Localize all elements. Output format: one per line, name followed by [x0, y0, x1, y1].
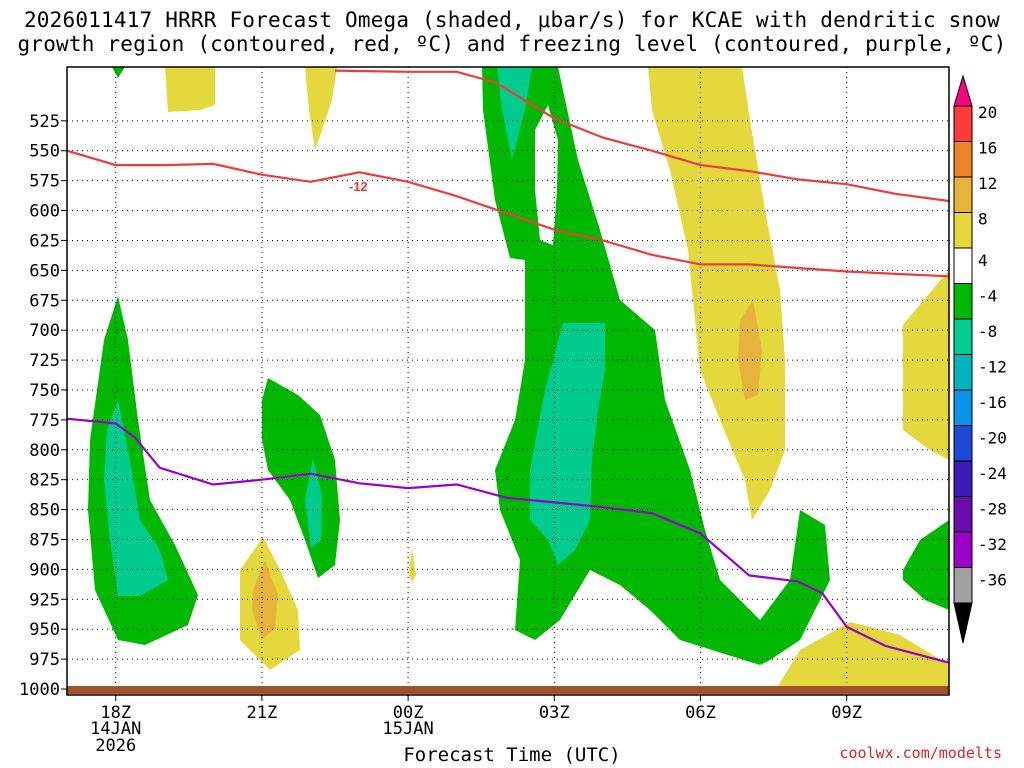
x-tick-label: 03Z — [539, 703, 570, 723]
plot-frame — [66, 66, 950, 696]
y-tick-label: 625 — [29, 231, 60, 251]
colorbar-swatch — [953, 354, 973, 391]
chart-title: 2026011417 HRRR Forecast Omega (shaded, … — [0, 8, 1024, 56]
omega-region-green-right — [903, 520, 949, 610]
colorbar-label: 12 — [978, 174, 997, 193]
colorbar-label: 8 — [978, 210, 988, 229]
colorbar-swatch — [953, 389, 973, 426]
colorbar-swatch — [953, 105, 973, 142]
colorbar-label: 20 — [978, 103, 997, 122]
colorbar-swatch — [953, 567, 973, 604]
colorbar-swatch — [953, 531, 973, 568]
freezing-level-contour — [67, 417, 949, 664]
colorbar-label: -8 — [978, 322, 997, 341]
dendritic-top-contour — [67, 149, 949, 278]
colorbar-label: -20 — [978, 429, 1007, 448]
colorbar-label: 4 — [978, 251, 988, 270]
colorbar-label: -32 — [978, 535, 1007, 554]
x-tick-year: 2026 — [95, 736, 136, 756]
x-tick-date: 14JAN — [90, 719, 141, 739]
x-tick-label: 06Z — [685, 703, 716, 723]
y-tick-label: 900 — [29, 560, 60, 580]
colorbar-label: -12 — [978, 358, 1007, 377]
contour-layer — [67, 69, 949, 664]
y-tick-label: 675 — [29, 291, 60, 311]
y-tick-label: 725 — [29, 351, 60, 371]
colorbar-swatch — [953, 425, 973, 462]
x-axis-label: Forecast Time (UTC) — [403, 744, 621, 766]
y-tick-label: 975 — [29, 650, 60, 670]
dendritic-bottom-contour — [334, 69, 949, 203]
omega-region-teal-top — [497, 67, 532, 160]
colorbar-label: -16 — [978, 393, 1007, 412]
title-line-1: 2026011417 HRRR Forecast Omega (shaded, … — [23, 8, 1001, 32]
x-tick-date: 15JAN — [383, 719, 434, 739]
colorbar-bottom-arrow — [953, 602, 973, 644]
colorbar-label: -36 — [978, 571, 1007, 590]
omega-shading-layer — [88, 67, 949, 690]
omega-region-yellow-right — [903, 270, 949, 460]
y-tick-label: 950 — [29, 620, 60, 640]
colorbar-label: -4 — [978, 287, 997, 306]
colorbar-top-arrow — [953, 74, 973, 107]
y-tick-label: 575 — [29, 172, 60, 192]
omega-region-yellow-bottom-right — [778, 622, 949, 690]
y-tick-label: 525 — [29, 112, 60, 132]
omega-region-orange — [738, 300, 762, 400]
colorbar-swatch — [953, 460, 973, 497]
colorbar-swatch — [953, 283, 973, 320]
x-tick-label: 21Z — [247, 703, 278, 723]
y-tick-label: 1000 — [19, 680, 60, 700]
x-tick-label: 09Z — [831, 703, 862, 723]
omega-region-teal-22z — [305, 458, 322, 548]
omega-region-teal-west — [104, 400, 168, 596]
colorbar-swatch — [953, 212, 973, 249]
credit-text: coolwx.com/modelts — [839, 744, 1002, 762]
omega-region-yellow-top-mid — [305, 67, 337, 150]
omega-region-yellow-00z — [409, 548, 416, 582]
y-tick-label: 650 — [29, 261, 60, 281]
y-tick-label: 700 — [29, 321, 60, 341]
y-tick-label: 600 — [29, 202, 60, 222]
y-tick-label: 825 — [29, 471, 60, 491]
colorbar: 20 16 12 8 4 -4 -8 -12 -16 -20 -24 -28 -32 -36 — [953, 74, 1007, 644]
y-tick-label: 875 — [29, 530, 60, 550]
colorbar-swatch — [953, 247, 973, 284]
y-axis: 525 550 575 600 625 650 675 700 725 750 775 800 825 8… — [19, 112, 67, 700]
colorbar-swatch — [953, 318, 973, 355]
colorbar-swatch — [953, 176, 973, 213]
y-tick-label: 550 — [29, 142, 60, 162]
omega-region-white-gap — [535, 105, 558, 245]
colorbar-label: -24 — [978, 464, 1007, 483]
y-tick-label: 850 — [29, 501, 60, 521]
colorbar-swatch — [953, 496, 973, 533]
omega-region-green-top-left — [112, 67, 125, 78]
x-tick-label: 00Z — [393, 703, 424, 723]
y-tick-label: 925 — [29, 590, 60, 610]
title-line-2: growth region (contoured, red, ºC) and f… — [17, 32, 1007, 56]
colorbar-label: 16 — [978, 139, 997, 158]
terrain-strip — [67, 686, 949, 694]
colorbar-label: -28 — [978, 500, 1007, 519]
omega-region-yellow-top-left — [165, 67, 215, 112]
y-tick-label: 800 — [29, 441, 60, 461]
colorbar-swatch — [953, 141, 973, 178]
omega-region-orange-21z — [252, 560, 278, 640]
y-tick-label: 750 — [29, 381, 60, 401]
contour-label: -12 — [349, 179, 368, 194]
y-tick-label: 775 — [29, 411, 60, 431]
x-tick-label: 18Z — [100, 703, 131, 723]
